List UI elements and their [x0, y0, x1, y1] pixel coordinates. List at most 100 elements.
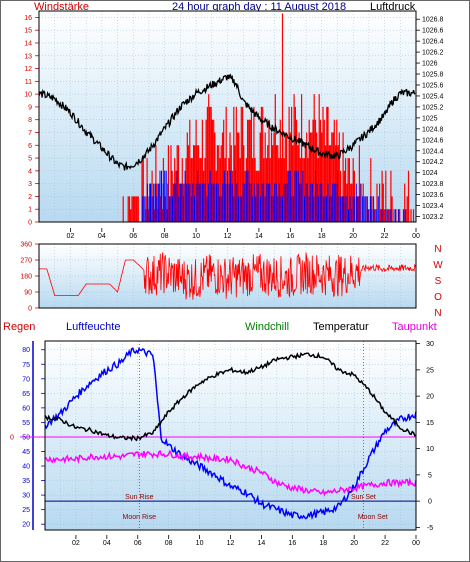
wind-panel-xtick-label: 16	[286, 233, 294, 240]
temperature-ytick-label: 5	[428, 472, 432, 479]
compass-label-N: N	[434, 308, 441, 319]
wind-panel-xtick-label: 14	[255, 233, 263, 240]
humidity-ytick-label: 65	[22, 391, 30, 398]
chart-title: 24 hour graph day : 11 August 2018	[172, 1, 347, 13]
wind-ytick-label: 10	[24, 92, 32, 99]
humidity-ytick-label: 30	[22, 493, 30, 500]
humidity-ytick-label: 60	[22, 405, 30, 412]
pressure-ytick-label: 1023.2	[422, 214, 444, 221]
wind-ytick-label: 5	[28, 156, 32, 163]
legend-taupunkt: Taupunkt	[392, 321, 437, 333]
temperature-ytick-label: -5	[427, 525, 433, 532]
pressure-ytick-label: 1024	[422, 170, 438, 177]
direction-ytick-label: 270	[20, 258, 32, 265]
pressure-ytick-label: 1025.6	[422, 82, 444, 89]
sun-annotation: Sun Set	[351, 494, 376, 501]
direction-ytick-label: 360	[20, 242, 32, 249]
legend-windchill: Windchill	[245, 321, 290, 333]
wind-ytick-label: 1	[28, 207, 32, 214]
wind-panel-xtick-label: 22	[381, 233, 389, 240]
wind-ytick-label: 6	[28, 143, 32, 150]
humidity-ytick-label: 40	[22, 464, 30, 471]
compass-label-W: W	[433, 260, 443, 271]
temperature-panel-xtick-label: 16	[288, 540, 296, 547]
pressure-ytick-label: 1024.4	[422, 148, 444, 155]
pressure-ytick-label: 1026	[422, 61, 438, 68]
wind-ytick-label: 15	[24, 28, 32, 35]
windstaerke-label: Windstärke	[34, 1, 90, 13]
pressure-ytick-label: 1023.6	[422, 192, 444, 199]
pressure-ytick-label: 1025.8	[422, 72, 444, 79]
rain-zero-label: 0	[10, 434, 14, 441]
wind-direction-series	[39, 252, 417, 300]
temperature-ytick-label: 15	[426, 420, 434, 427]
pressure-ytick-label: 1025.2	[422, 104, 444, 111]
humidity-ytick-label: 45	[22, 449, 30, 456]
humidity-ytick-label: 70	[22, 376, 30, 383]
wind-ytick-label: 2	[28, 194, 32, 201]
pressure-series	[38, 73, 416, 171]
temperature-panel-xtick-label: 06	[134, 540, 142, 547]
wind-ytick-label: 11	[25, 79, 32, 86]
temperature-series	[44, 351, 417, 442]
pressure-ytick-label: 1024.2	[422, 159, 444, 166]
wind-ytick-label: 8	[28, 117, 32, 124]
pressure-ytick-label: 1026.2	[422, 50, 444, 57]
moon-annotation: Moon Set	[358, 514, 388, 521]
sun-annotation: Sun Rise	[125, 494, 154, 501]
wind-panel-xtick-label: 02	[67, 233, 75, 240]
temperature-ytick-label: 0	[428, 499, 432, 506]
temperature-ytick-label: 20	[426, 394, 434, 401]
wind-ytick-label: 9	[28, 104, 32, 111]
temperature-panel-xtick-label: 04	[103, 540, 111, 547]
wind-panel-xtick-label: 12	[224, 233, 232, 240]
wind-panel-border	[38, 10, 417, 223]
wind-panel-xtick-label: 08	[161, 233, 169, 240]
dewpoint-series	[44, 449, 417, 497]
legend-regen: Regen	[3, 321, 36, 333]
temperature-panel-xtick-label: 22	[381, 540, 389, 547]
temperature-ytick-label: 30	[426, 341, 434, 348]
wind-panel-xtick-label: 20	[349, 233, 357, 240]
direction-ytick-label: 0	[28, 306, 32, 313]
wind-ytick-label: 0	[28, 220, 32, 227]
wind-panel-xtick-label: 00	[412, 233, 420, 240]
compass-label-O: O	[434, 292, 442, 303]
compass-label-S: S	[435, 276, 442, 287]
temperature-panel-xtick-label: 02	[72, 540, 80, 547]
pressure-ytick-label: 1025.4	[422, 93, 444, 100]
direction-panel-background	[39, 244, 416, 308]
wind-average-series	[142, 170, 406, 222]
luftdruck-label: Luftdruck	[370, 1, 416, 13]
humidity-ytick-label: 20	[22, 522, 30, 529]
pressure-ytick-label: 1024.8	[422, 126, 444, 133]
pressure-ytick-label: 1026.6	[422, 28, 444, 35]
wind-panel-xtick-label: 18	[318, 233, 326, 240]
pressure-ytick-label: 1026.8	[422, 17, 444, 24]
wind-ytick-label: 12	[24, 66, 32, 73]
wind-ytick-label: 14	[24, 40, 32, 47]
pressure-ytick-label: 1023.4	[422, 203, 444, 210]
temperature-ytick-label: 10	[426, 446, 434, 453]
wind-ytick-label: 13	[24, 53, 32, 60]
temperature-panel-xtick-label: 12	[227, 540, 235, 547]
legend-luftfeuchte: Luftfeuchte	[66, 321, 121, 333]
direction-ytick-label: 180	[20, 274, 32, 281]
temperature-panel-xtick-label: 10	[196, 540, 204, 547]
humidity-ytick-label: 50	[22, 434, 30, 441]
wind-ytick-label: 4	[28, 168, 32, 175]
compass-label-N: N	[434, 244, 441, 255]
moon-annotation: Moon Rise	[123, 514, 157, 521]
pressure-ytick-label: 1026.4	[422, 39, 444, 46]
wind-panel-xtick-label: 06	[129, 233, 137, 240]
temperature-panel-xtick-label: 20	[350, 540, 358, 547]
humidity-ytick-label: 75	[22, 362, 30, 369]
temperature-panel-xtick-label: 14	[258, 540, 266, 547]
temperature-panel-xtick-label: 08	[165, 540, 173, 547]
pressure-ytick-label: 1023.8	[422, 181, 444, 188]
direction-panel-border	[38, 243, 417, 309]
temperature-panel-xtick-label: 00	[412, 540, 420, 547]
wind-ytick-label: 3	[28, 181, 32, 188]
wind-panel-xtick-label: 04	[98, 233, 106, 240]
direction-ytick-label: 90	[24, 290, 32, 297]
